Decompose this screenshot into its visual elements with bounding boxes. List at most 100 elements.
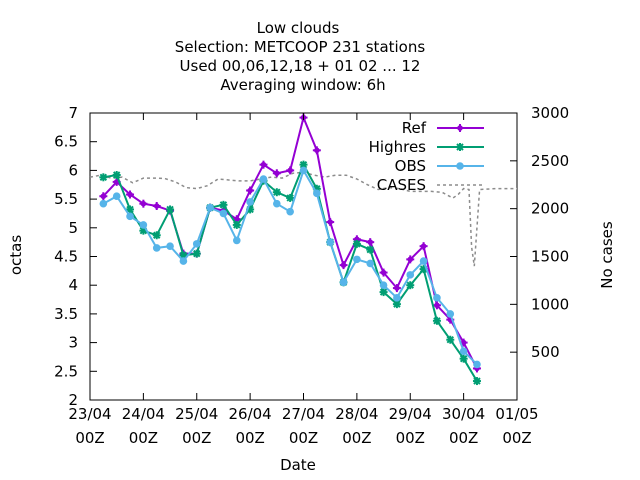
series-layer [89, 113, 517, 386]
data-point [456, 162, 464, 170]
data-point-dot [314, 147, 320, 154]
data-point [192, 249, 201, 258]
data-point-dot [434, 302, 440, 309]
legend-label: Ref [402, 119, 427, 137]
series-highres [99, 160, 481, 386]
data-point [459, 347, 468, 356]
data-point-dot [327, 219, 333, 225]
data-point [259, 160, 268, 169]
data-point [139, 221, 148, 229]
x-tick-label-date: 27/04 [282, 405, 325, 423]
data-point [339, 278, 348, 287]
data-point [206, 203, 214, 212]
data-point-dot [247, 187, 253, 194]
y2-axis-label: No cases [598, 221, 616, 289]
data-point [379, 268, 388, 277]
y2-tick-label: 500 [531, 343, 560, 361]
x-axis-label: Date [280, 456, 316, 474]
data-point [166, 242, 174, 250]
y-tick-label: 6.5 [54, 133, 78, 151]
data-point [272, 169, 281, 178]
data-point-ray [219, 201, 228, 209]
data-point [352, 239, 361, 248]
data-point [99, 192, 108, 201]
y-tick-label: 7 [68, 104, 78, 122]
y-tick-label: 5 [68, 219, 78, 237]
y-tick-label: 3.5 [54, 305, 78, 323]
y2-tick-label: 1000 [531, 295, 569, 313]
data-point [286, 166, 295, 175]
y2-tick-label: 1500 [531, 248, 569, 266]
x-tick-label-hour: 00Z [182, 429, 211, 447]
data-point [286, 193, 295, 202]
y-tick-label: 6 [68, 161, 78, 179]
data-point [419, 242, 428, 251]
data-point [433, 294, 441, 302]
data-point [246, 186, 255, 195]
x-tick-label-hour: 00Z [449, 429, 478, 447]
data-point-dot [100, 193, 107, 200]
data-point-ray [299, 160, 308, 169]
data-point [459, 354, 468, 363]
data-point-ray [126, 205, 134, 214]
data-point-ray [99, 173, 108, 181]
data-point [313, 189, 321, 198]
data-point [259, 175, 268, 183]
data-point [272, 188, 281, 197]
chart-title-line-2: Selection: METCOOP 231 stations [175, 38, 426, 56]
data-point [326, 218, 335, 227]
data-point-dot [394, 285, 400, 291]
data-point [473, 360, 481, 369]
data-point [446, 335, 455, 344]
series-obs [99, 166, 481, 369]
data-point-dot [127, 191, 133, 198]
data-point [339, 261, 348, 270]
data-point [472, 377, 481, 386]
data-point [406, 255, 415, 264]
data-point-dot [274, 170, 280, 177]
data-point [126, 205, 135, 214]
series-line-cases [89, 171, 517, 267]
plot-border [89, 112, 518, 401]
data-point-dot [407, 256, 414, 263]
x-tick-label-hour: 00Z [342, 429, 371, 447]
data-point [246, 198, 254, 206]
data-point [392, 284, 401, 293]
data-point [326, 238, 334, 246]
data-point-dot [420, 243, 427, 249]
data-point [152, 244, 161, 252]
data-point [192, 240, 201, 248]
data-point [456, 143, 464, 151]
data-point-dot [340, 262, 347, 268]
x-tick-label-hour: 00Z [396, 429, 425, 447]
data-point-ray [233, 221, 241, 229]
data-point [112, 192, 121, 201]
data-point [219, 200, 228, 209]
data-point-dot [260, 161, 267, 168]
data-point-ray [459, 354, 468, 363]
data-point-dot [380, 269, 387, 276]
data-point [406, 271, 415, 279]
x-tick-label-date: 01/05 [495, 405, 538, 423]
data-point [232, 220, 241, 229]
chart-title: Low clouds Selection: METCOOP 231 statio… [175, 19, 426, 94]
chart-title-line-1: Low clouds [257, 19, 340, 37]
x-tick-label-date: 25/04 [175, 405, 218, 423]
data-point [166, 205, 175, 214]
data-point-dot [287, 167, 293, 174]
data-point [366, 238, 375, 247]
y2-tick-label: 2000 [531, 200, 569, 218]
data-point-ray [393, 300, 401, 308]
data-point-ray [433, 317, 441, 325]
plot-area [89, 112, 518, 401]
data-point [366, 259, 375, 268]
data-point [152, 231, 161, 240]
x-tick-label-hour: 00Z [235, 429, 264, 447]
data-point [299, 166, 308, 175]
data-point-ray [366, 245, 374, 254]
data-point [179, 257, 188, 265]
data-point [406, 281, 415, 290]
data-point [366, 245, 375, 254]
data-point [126, 212, 134, 221]
